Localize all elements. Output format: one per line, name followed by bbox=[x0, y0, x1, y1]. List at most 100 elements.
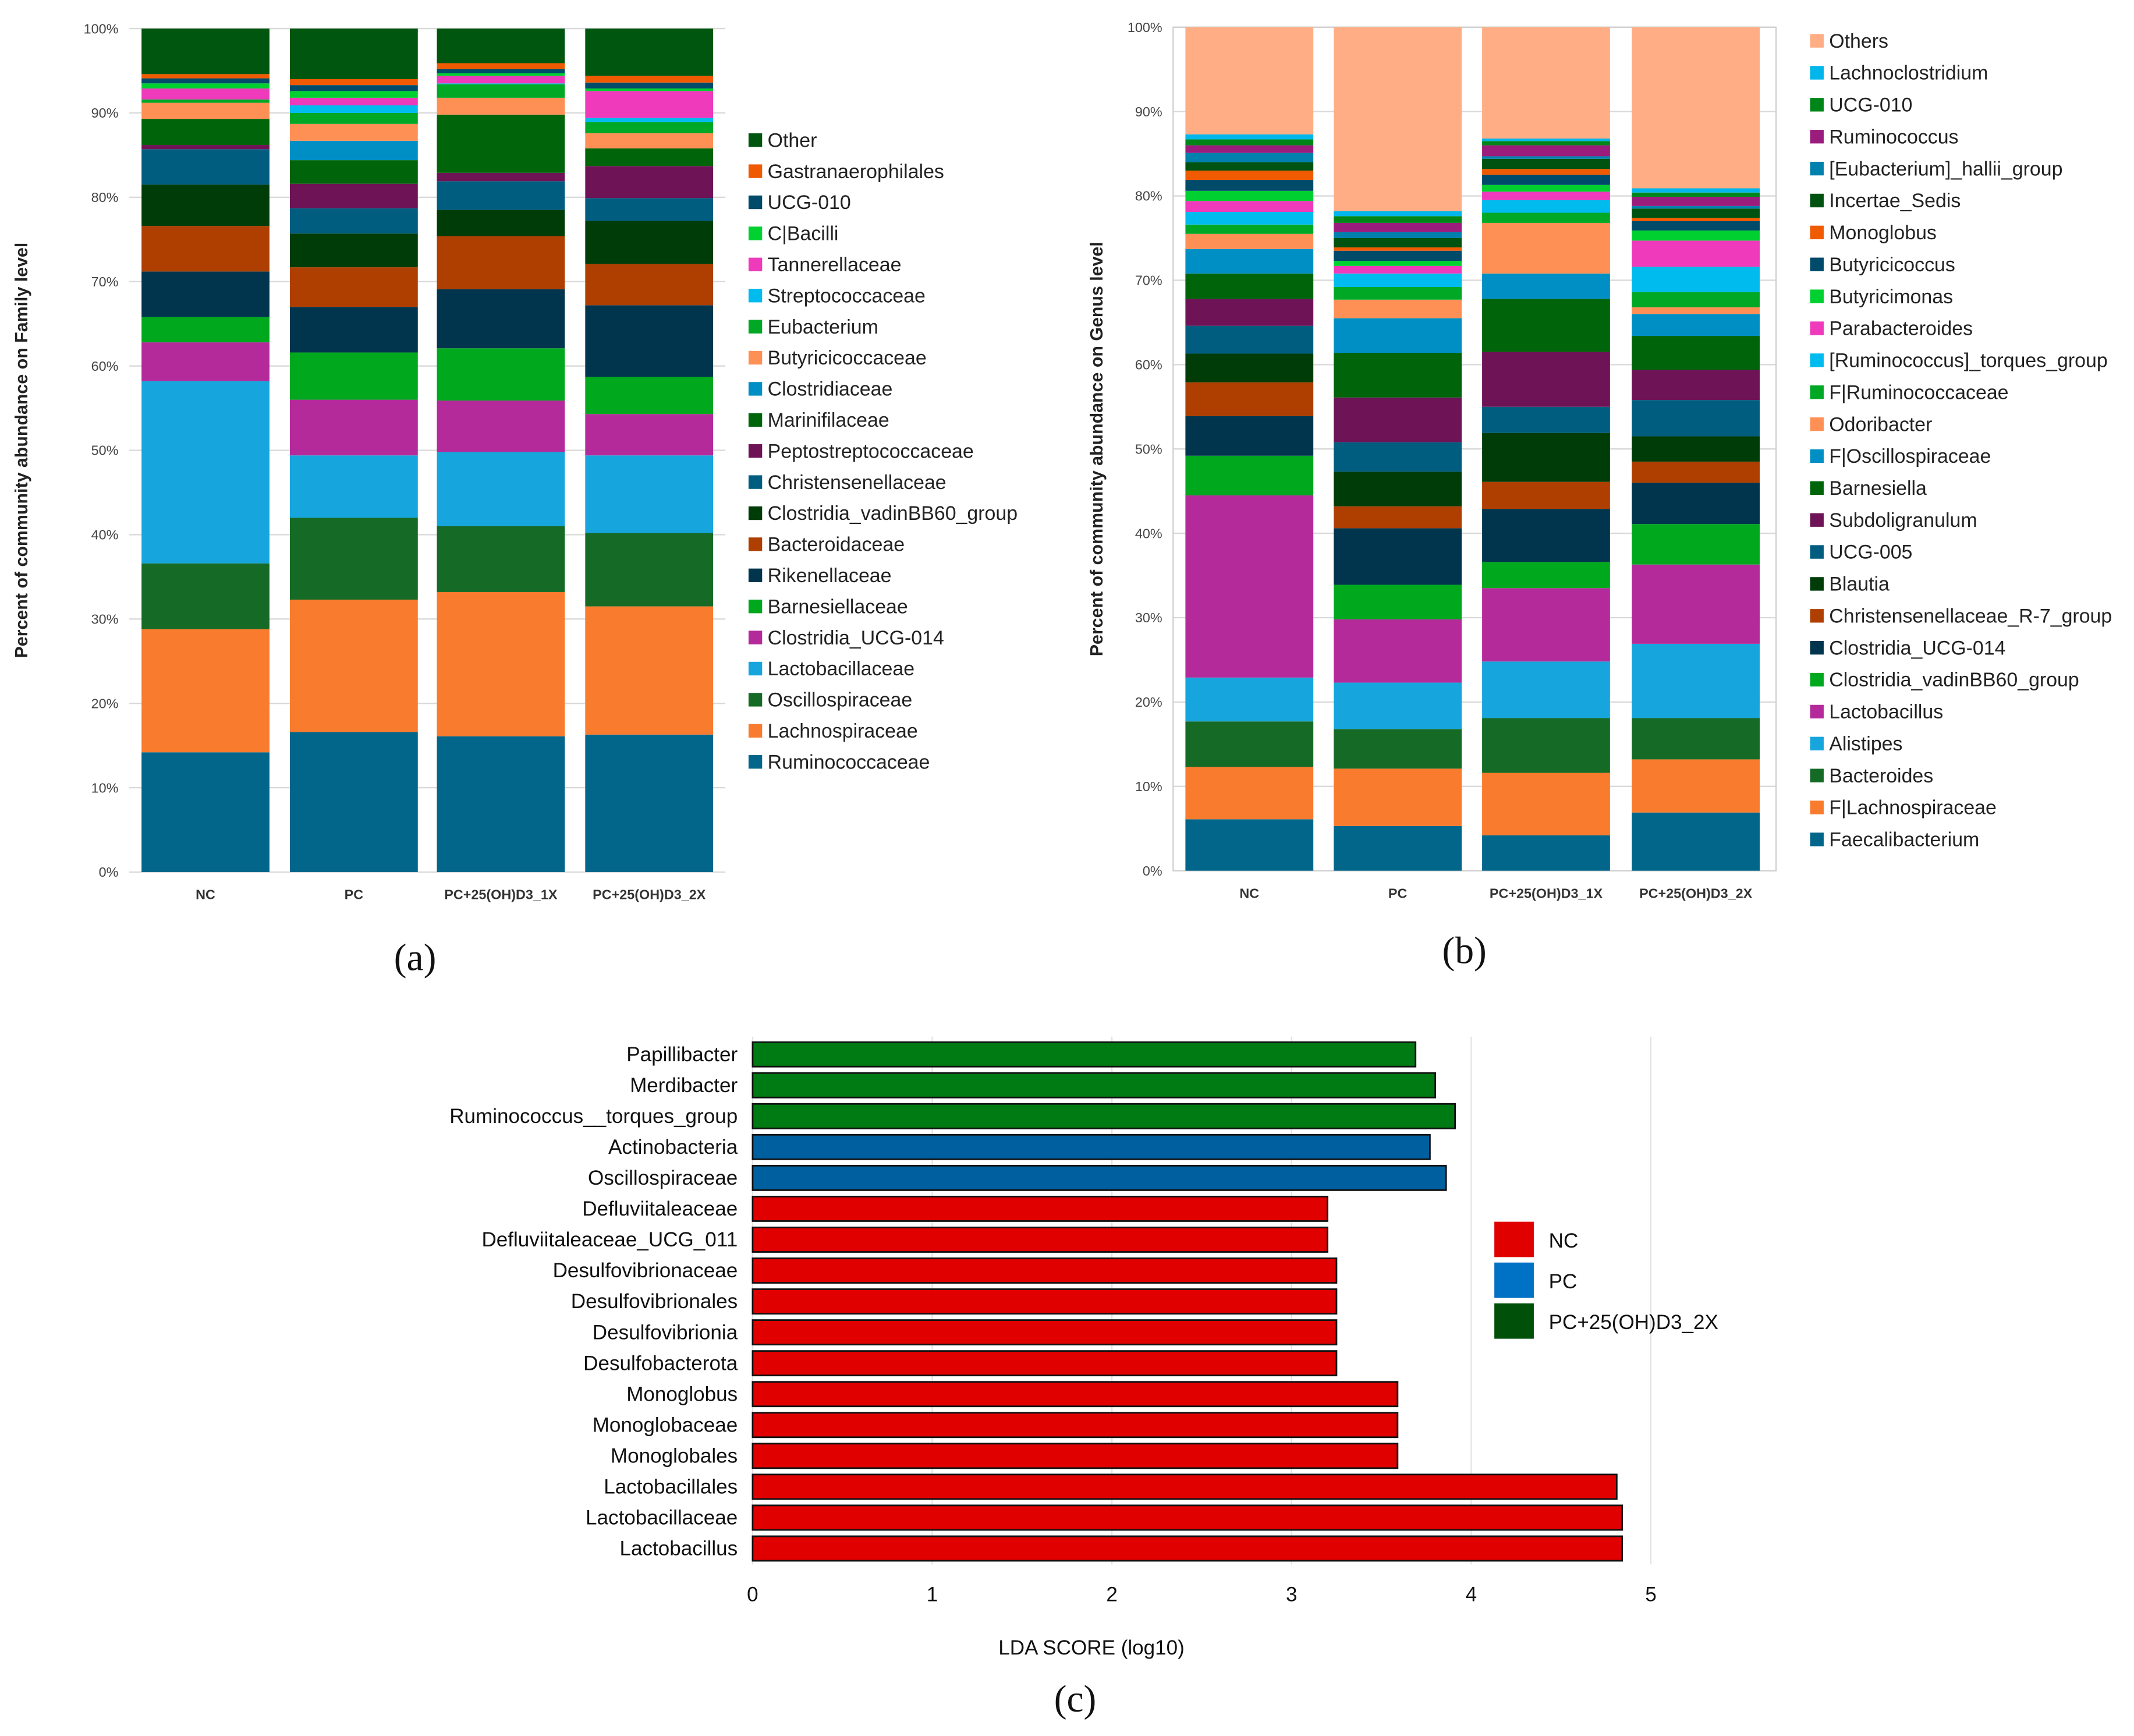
legend-swatch bbox=[748, 320, 763, 334]
legend-label: [Eubacterium]_hallii_group bbox=[1829, 158, 2062, 180]
legend-swatch bbox=[748, 537, 763, 551]
bar-segment-monoglobus bbox=[1334, 247, 1462, 251]
bar-segment-f-ruminococcaceae bbox=[1334, 287, 1462, 300]
bar-segment-christensenellaceae-r-7-group bbox=[1185, 382, 1314, 416]
bar-segment-f-oscillospiraceae bbox=[1334, 318, 1462, 353]
bar-segment-other bbox=[141, 29, 270, 75]
x-category-label: PC+25(OH)D3_1X bbox=[1490, 885, 1603, 901]
legend-swatch bbox=[748, 289, 763, 303]
bar-segment-lactobacillaceae bbox=[437, 452, 565, 526]
legend-swatch bbox=[748, 568, 763, 582]
bar-segment-eubacterium bbox=[141, 99, 270, 103]
bar-segment-ruminococcus bbox=[1334, 222, 1462, 232]
lda-bar bbox=[751, 1195, 1328, 1222]
legend-label: Clostridia_UCG-014 bbox=[1829, 637, 2005, 659]
bar-segment-bacteroides bbox=[1334, 729, 1462, 769]
plot-frame bbox=[1172, 26, 1777, 871]
bar-segment-lachnoclostridium bbox=[1632, 188, 1760, 193]
y-tick-label: 60% bbox=[1135, 357, 1162, 372]
bar-segment-bacteroidaceae bbox=[289, 267, 418, 307]
legend-label: UCG-010 bbox=[1829, 94, 1912, 116]
bar-segment-eubacterium bbox=[289, 112, 418, 124]
bar-segment-peptostreptococcaceae bbox=[585, 166, 714, 199]
bar-segment-ruminococcaceae bbox=[585, 734, 714, 873]
legend-swatch bbox=[1810, 353, 1824, 367]
bar-segment-ruminococcaceae bbox=[289, 732, 418, 873]
bar-segment-lactobacillus bbox=[1334, 619, 1462, 683]
legend-swatch bbox=[1810, 66, 1824, 80]
legend-swatch bbox=[1494, 1303, 1534, 1339]
bar-segment-lactobacillus bbox=[1185, 495, 1314, 678]
bar-segment-streptococcaceae bbox=[437, 83, 565, 84]
bar-segment-lachnospiraceae bbox=[141, 629, 270, 753]
legend-swatch bbox=[1810, 672, 1824, 687]
bar-segment-eubacterium bbox=[437, 84, 565, 98]
y-tick-label: 50% bbox=[1135, 441, 1162, 456]
bar-segment-c-bacilli bbox=[585, 88, 714, 91]
bar-segment-faecalibacterium bbox=[1185, 819, 1314, 871]
bar-segment-gastranaerophilales bbox=[585, 76, 714, 83]
y-tick-label: 90% bbox=[1135, 104, 1162, 119]
legend-swatch bbox=[748, 506, 763, 520]
y-tick-label: 100% bbox=[84, 21, 119, 36]
bar-segment-lactobacillaceae bbox=[289, 455, 418, 518]
bar-segment-marinifilaceae bbox=[437, 114, 565, 173]
bar-segment-clostridia-ucg-014 bbox=[1632, 483, 1760, 525]
lda-bar bbox=[751, 1350, 1338, 1377]
bar-segment-ucg-010 bbox=[1334, 216, 1462, 223]
x-tick-label: 5 bbox=[1645, 1583, 1657, 1606]
bar-segment-ucg-010 bbox=[1185, 139, 1314, 146]
x-tick-label: 2 bbox=[1106, 1583, 1118, 1606]
bar-segment-subdoligranulum bbox=[1632, 370, 1760, 401]
bar-segment-ucg-010 bbox=[289, 85, 418, 91]
y-tick-label: 10% bbox=[91, 780, 119, 795]
legend-swatch bbox=[1810, 98, 1824, 112]
lda-bar bbox=[751, 1443, 1399, 1469]
bar-segment-christensenellaceae bbox=[289, 208, 418, 234]
bar-segment-monoglobus bbox=[1482, 169, 1610, 175]
lda-bar-label: Monoglobus bbox=[626, 1383, 738, 1405]
bar-segment-clostridia-vadinbb60-group bbox=[1482, 562, 1610, 589]
legend-swatch bbox=[1810, 417, 1824, 431]
bar-segment-ucg-005 bbox=[1334, 442, 1462, 472]
bar-segment-lachnospiraceae bbox=[585, 606, 714, 735]
lda-bar bbox=[751, 1164, 1447, 1191]
legend-swatch bbox=[1810, 545, 1824, 559]
y-axis-title: Percent of community abundance on Genus … bbox=[1087, 242, 1107, 656]
legend-swatch bbox=[748, 693, 763, 707]
bar-segment-butyricimonas bbox=[1482, 185, 1610, 192]
bar-segment-lachnospiraceae bbox=[289, 600, 418, 732]
y-tick-label: 90% bbox=[91, 105, 119, 121]
bar-segment-marinifilaceae bbox=[289, 160, 418, 184]
bar-segment-bacteroides bbox=[1482, 718, 1610, 773]
lda-bar-label: Desulfovibrionaceae bbox=[553, 1259, 738, 1282]
x-category-label: PC+25(OH)D3_2X bbox=[1639, 885, 1753, 901]
legend-swatch bbox=[748, 226, 763, 240]
bar-segment-ucg-010 bbox=[585, 82, 714, 88]
x-category-label: PC bbox=[1388, 885, 1408, 901]
lda-bar bbox=[751, 1072, 1437, 1099]
legend-label: Clostridia_vadinBB60_group bbox=[768, 502, 1018, 525]
bar-segment-tannerellaceae bbox=[437, 76, 565, 84]
bar-segment-f-ruminococcaceae bbox=[1632, 292, 1760, 307]
bar-segment-incertae-sedis bbox=[1632, 208, 1760, 218]
legend-label: Rikenellaceae bbox=[768, 565, 892, 587]
bar-segment-faecalibacterium bbox=[1334, 826, 1462, 871]
lda-bar-label: Ruminococcus__torques_group bbox=[449, 1105, 738, 1128]
legend-label: Gastranaerophilales bbox=[768, 161, 944, 183]
legend-swatch bbox=[1810, 832, 1824, 846]
bar-segment-parabacteroides bbox=[1632, 240, 1760, 267]
bar-segment-lactobacillus bbox=[1482, 588, 1610, 662]
bar-segment-c-bacilli bbox=[437, 73, 565, 76]
bar-segment-lachnoclostridium bbox=[1334, 211, 1462, 217]
bar-segment-others bbox=[1334, 27, 1462, 211]
bar-segment-f-lachnospiraceae bbox=[1482, 773, 1610, 835]
bar-segment-clostridia-ucg-014 bbox=[1482, 509, 1610, 562]
legend-label: Incertae_Sedis bbox=[1829, 190, 1961, 212]
x-category-label: PC+25(OH)D3_2X bbox=[593, 887, 706, 902]
legend-swatch bbox=[748, 630, 763, 644]
bar-segment-clostridia-vadinbb60-group bbox=[1334, 584, 1462, 619]
bar-segment-rikenellaceae bbox=[141, 271, 270, 317]
bar-segment-ucg-005 bbox=[1482, 406, 1610, 433]
y-tick-label: 20% bbox=[91, 696, 119, 711]
